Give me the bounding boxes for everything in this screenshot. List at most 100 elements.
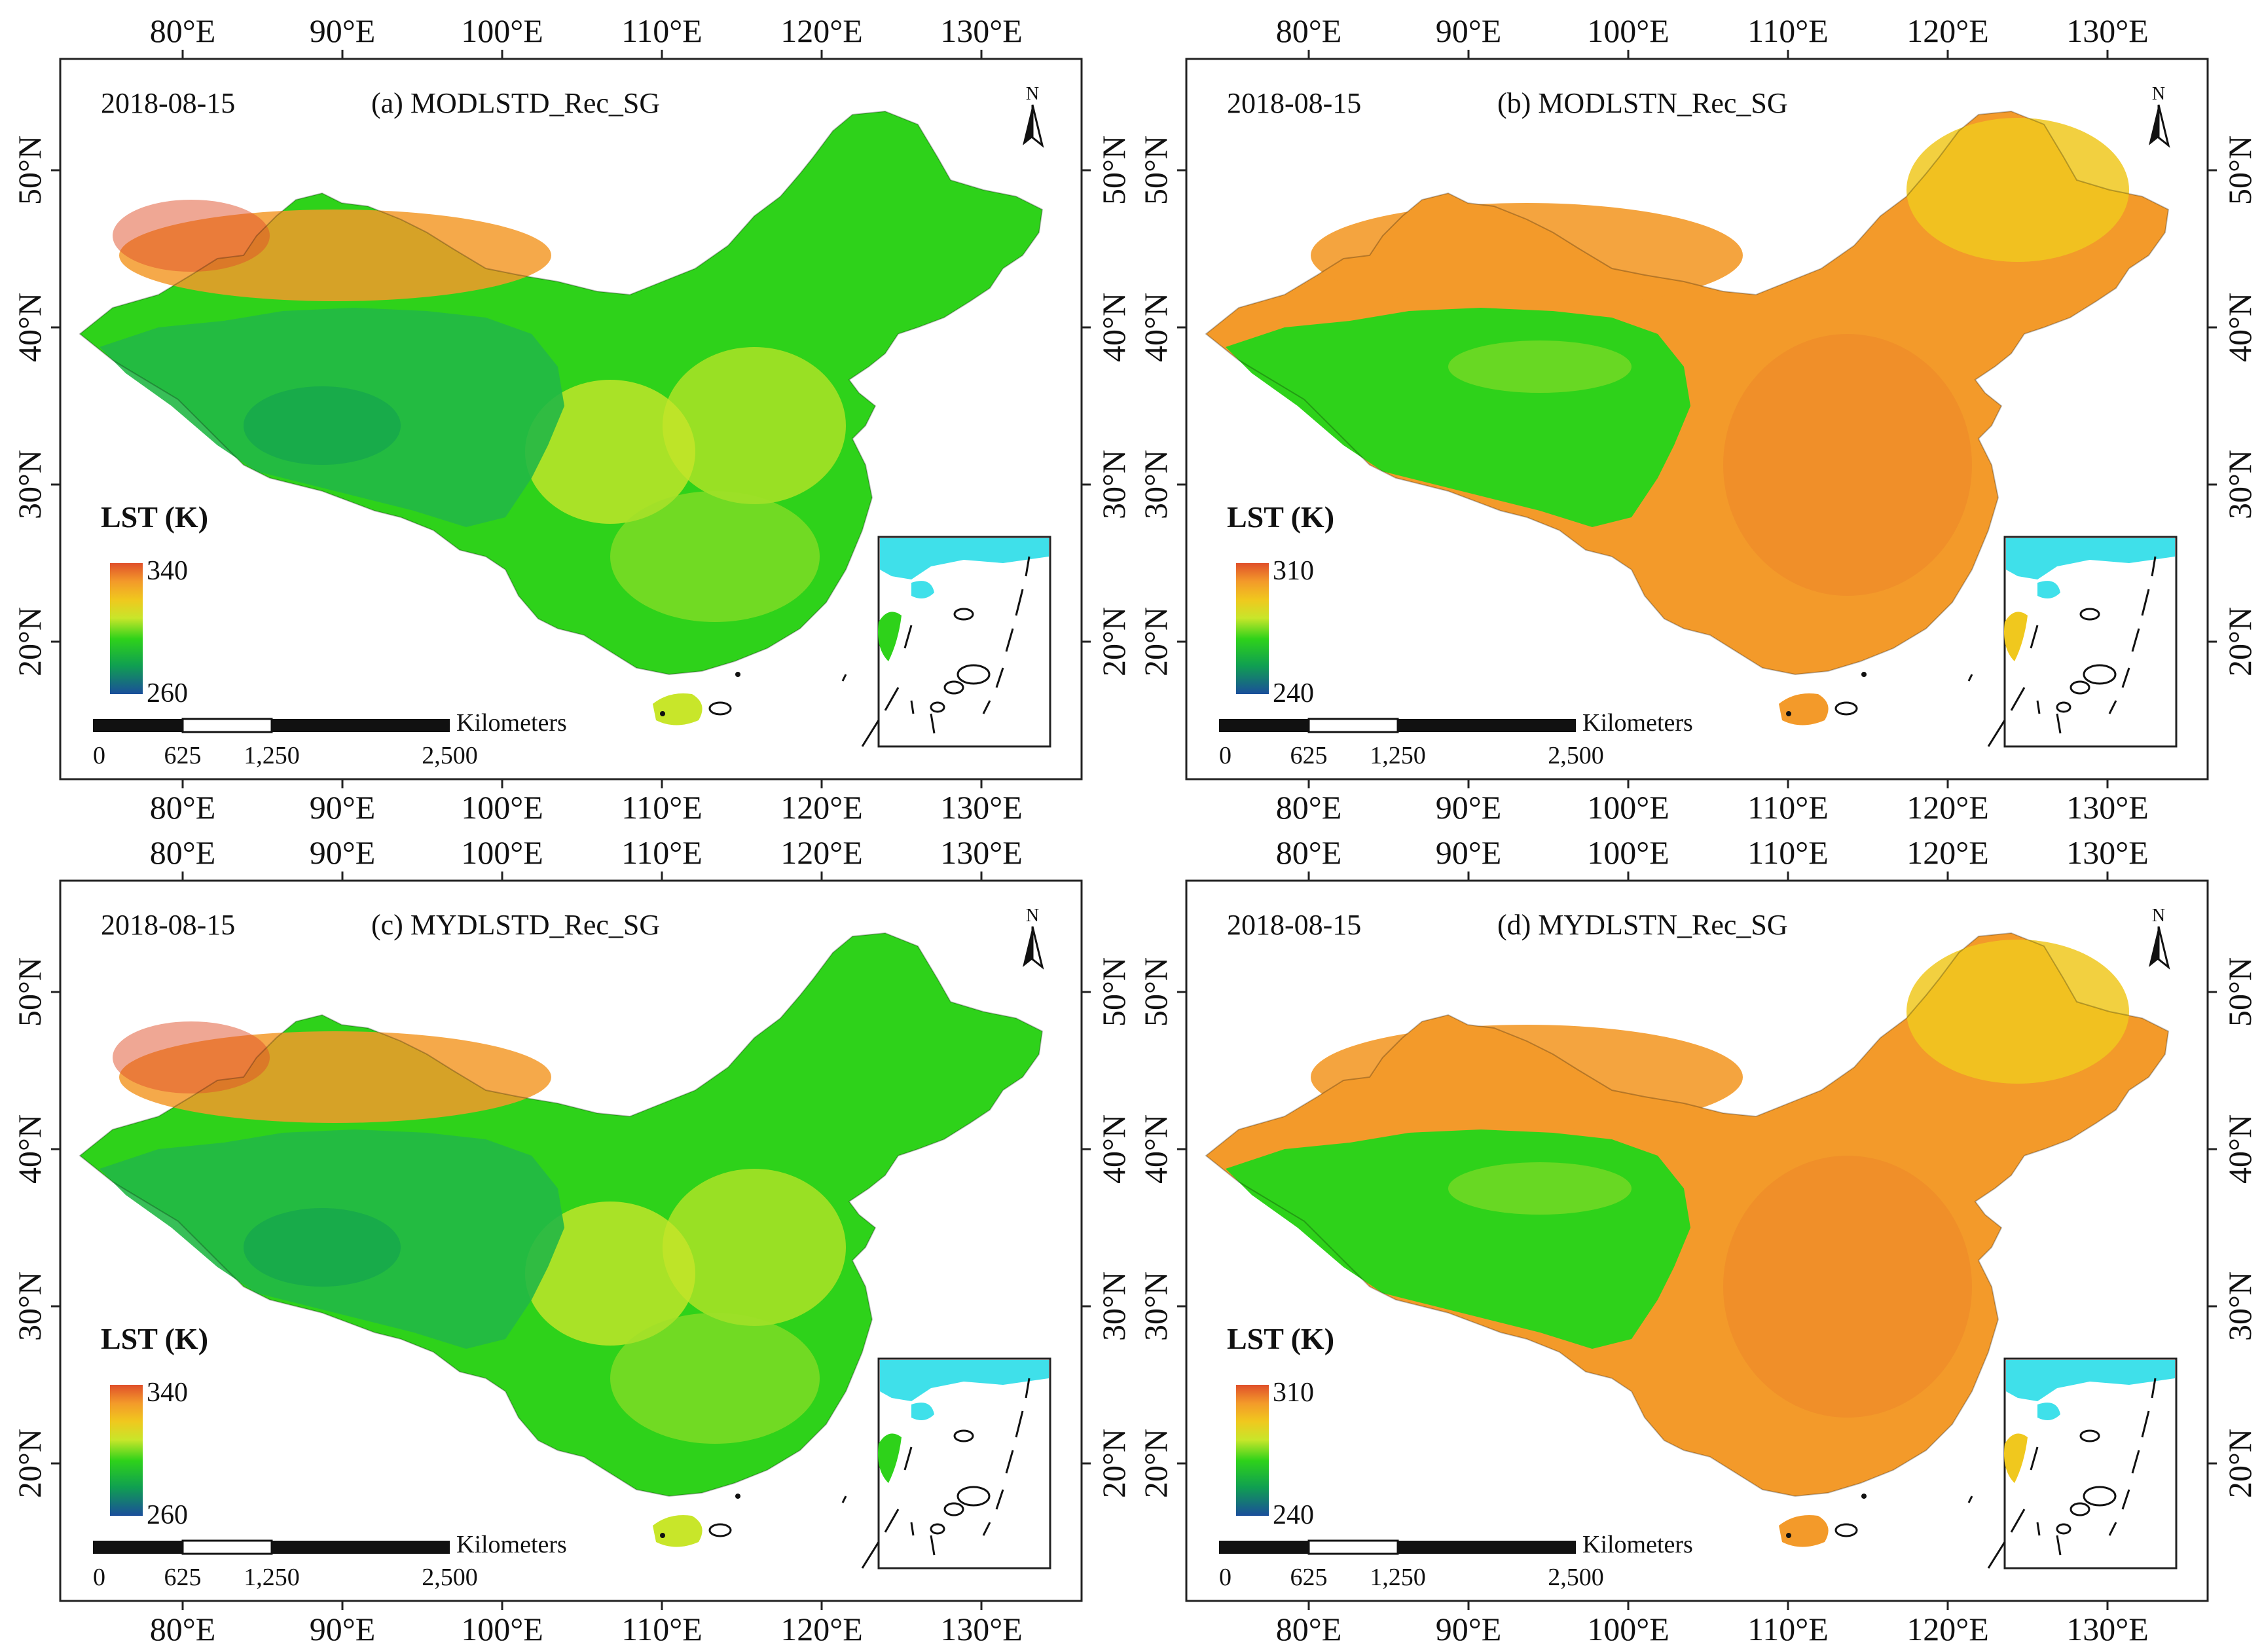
legend-min: 260 [147, 1500, 188, 1530]
lon-label-bottom: 110°E [621, 1611, 702, 1647]
lat-label-right: 30°N [1095, 1272, 1132, 1341]
legend-colorbar [110, 1385, 143, 1516]
lon-label-top: 110°E [1747, 12, 1829, 49]
lat-label-right: 20°N [2221, 1429, 2258, 1498]
lon-label-bottom: 80°E [1276, 789, 1342, 826]
lon-label-top: 130°E [940, 834, 1023, 871]
scalebar-tick: 2,500 [1548, 1564, 1604, 1591]
lon-label-bottom: 80°E [150, 789, 216, 826]
lat-label-left: 30°N [1137, 450, 1174, 519]
legend-max: 310 [1273, 1378, 1314, 1408]
lon-label-top: 90°E [310, 834, 376, 871]
lon-label-bottom: 120°E [1906, 789, 1989, 826]
panel-title: (d) MYDLSTN_Rec_SG [1497, 909, 1788, 941]
lat-label-left: 50°N [1137, 957, 1174, 1027]
lat-label-left: 40°N [1137, 293, 1174, 362]
legend-title: LST (K) [1227, 500, 1334, 534]
lon-label-top: 120°E [1906, 834, 1989, 871]
lat-label-right: 30°N [2221, 450, 2258, 519]
scalebar-unit: Kilometers [456, 1531, 567, 1558]
legend-title: LST (K) [101, 500, 208, 534]
lon-label-bottom: 100°E [1587, 1611, 1669, 1647]
legend-min: 260 [147, 678, 188, 708]
scalebar-tick: 625 [164, 1564, 202, 1591]
legend-title: LST (K) [101, 1322, 208, 1355]
lat-label-right: 20°N [2221, 607, 2258, 676]
lat-label-right: 30°N [2221, 1272, 2258, 1341]
lat-label-right: 50°N [1095, 136, 1132, 205]
lon-label-top: 110°E [621, 12, 702, 49]
scalebar-tick: 2,500 [422, 742, 478, 769]
north-arrow-label: N [2152, 84, 2165, 104]
legend-colorbar [1236, 563, 1269, 694]
north-arrow-label: N [1026, 906, 1039, 926]
lon-label-top: 120°E [780, 834, 863, 871]
panel-date: 2018-08-15 [1227, 909, 1361, 941]
lon-label-bottom: 100°E [1587, 789, 1669, 826]
legend-colorbar [110, 563, 143, 694]
legend-max: 310 [1273, 556, 1314, 586]
lon-label-bottom: 80°E [150, 1611, 216, 1647]
lat-label-left: 30°N [11, 1272, 48, 1341]
scalebar-unit: Kilometers [1582, 1531, 1693, 1558]
lon-label-top: 100°E [461, 834, 543, 871]
legend-max: 340 [147, 556, 188, 586]
lon-label-top: 130°E [2066, 12, 2149, 49]
lat-label-left: 40°N [1137, 1114, 1174, 1184]
lon-label-bottom: 100°E [461, 1611, 543, 1647]
lat-label-right: 50°N [2221, 136, 2258, 205]
lon-label-bottom: 130°E [2066, 1611, 2149, 1647]
panel-title: (c) MYDLSTD_Rec_SG [371, 909, 660, 941]
lat-label-left: 50°N [11, 957, 48, 1027]
lon-label-bottom: 90°E [1436, 1611, 1502, 1647]
scalebar-tick: 0 [93, 742, 105, 769]
lat-label-left: 20°N [11, 607, 48, 676]
lon-label-bottom: 110°E [1747, 1611, 1829, 1647]
panel-date: 2018-08-15 [101, 87, 235, 119]
panel-title: (b) MODLSTN_Rec_SG [1497, 87, 1788, 119]
panel-date: 2018-08-15 [101, 909, 235, 941]
lon-label-top: 90°E [1436, 834, 1502, 871]
scalebar-tick: 2,500 [1548, 742, 1604, 769]
lon-label-bottom: 110°E [1747, 789, 1829, 826]
lon-label-bottom: 110°E [621, 789, 702, 826]
lat-label-left: 30°N [11, 450, 48, 519]
lat-label-right: 50°N [2221, 957, 2258, 1027]
legend-colorbar [1236, 1385, 1269, 1516]
scalebar-tick: 1,250 [1370, 742, 1426, 769]
lat-label-left: 20°N [1137, 607, 1174, 676]
lat-label-right: 30°N [1095, 450, 1132, 519]
lon-label-top: 130°E [940, 12, 1023, 49]
lat-label-right: 40°N [2221, 293, 2258, 362]
lon-label-top: 90°E [1436, 12, 1502, 49]
lon-label-top: 100°E [461, 12, 543, 49]
lat-label-left: 50°N [11, 136, 48, 205]
lon-label-top: 130°E [2066, 834, 2149, 871]
scalebar-tick: 1,250 [244, 742, 300, 769]
legend-title: LST (K) [1227, 1322, 1334, 1355]
scalebar-tick: 625 [1290, 742, 1328, 769]
lon-label-bottom: 90°E [310, 1611, 376, 1647]
lat-label-right: 20°N [1095, 607, 1132, 676]
lon-label-top: 120°E [1906, 12, 1989, 49]
lon-label-top: 100°E [1587, 834, 1669, 871]
legend-min: 240 [1273, 1500, 1314, 1530]
lon-label-top: 80°E [150, 12, 216, 49]
scalebar-tick: 0 [1219, 1564, 1231, 1591]
lat-label-left: 20°N [1137, 1429, 1174, 1498]
legend-max: 340 [147, 1378, 188, 1408]
lon-label-top: 80°E [1276, 12, 1342, 49]
lat-label-right: 40°N [1095, 1114, 1132, 1184]
lon-label-bottom: 90°E [1436, 789, 1502, 826]
lon-label-bottom: 80°E [1276, 1611, 1342, 1647]
lat-label-left: 40°N [11, 1114, 48, 1184]
lon-label-top: 80°E [150, 834, 216, 871]
lon-label-bottom: 120°E [780, 789, 863, 826]
lon-label-bottom: 130°E [940, 1611, 1023, 1647]
lon-label-top: 80°E [1276, 834, 1342, 871]
lon-label-top: 110°E [1747, 834, 1829, 871]
scalebar-unit: Kilometers [1582, 709, 1693, 737]
map-panel-b: 2018-08-15 (b) MODLSTN_Rec_SG N LST (K) 310 2… [1137, 12, 2258, 826]
scalebar-tick: 625 [1290, 1564, 1328, 1591]
